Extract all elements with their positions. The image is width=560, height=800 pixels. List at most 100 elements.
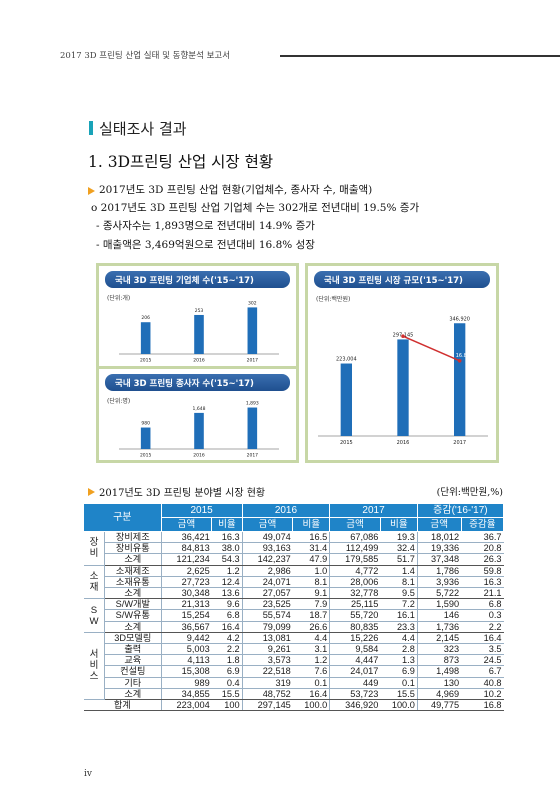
value-cell: 2,145	[417, 632, 462, 645]
value-cell: 49,074	[242, 531, 293, 544]
bar	[140, 427, 151, 449]
value-cell: 25,115	[329, 598, 381, 611]
value-cell: 319	[242, 677, 293, 689]
x-tick-label: 2017	[247, 453, 259, 459]
item-label: 소재제조	[104, 565, 162, 577]
value-cell: 20.8	[461, 542, 504, 555]
table-row-total: 합계 223,004 100 297,145 100.0 346,920 100.0 49,7…	[84, 699, 504, 712]
table-row: 소계 36,567 16.4 79,099 26.6 80,835 23.3 1,736 2.2	[84, 621, 504, 633]
value-cell: 1.2	[211, 565, 243, 577]
value-cell: 6.8	[211, 609, 243, 622]
value-cell: 12.4	[211, 576, 243, 589]
value-cell: 4.2	[211, 632, 243, 645]
value-cell: 16.5	[292, 531, 331, 544]
header-year: 2016	[242, 504, 331, 518]
value-cell: 27,057	[242, 587, 293, 600]
value-cell: 21,313	[161, 598, 212, 611]
x-tick-label: 2015	[340, 440, 353, 446]
value-cell: 4,969	[417, 688, 462, 701]
value-cell: 48,752	[242, 688, 293, 701]
value-cell: 16.3	[211, 531, 243, 544]
value-cell: 1.3	[380, 654, 418, 667]
value-cell: 3.5	[461, 643, 504, 656]
value-cell: 24,071	[242, 576, 293, 589]
value-cell: 9,584	[329, 643, 381, 656]
value-cell: 323	[417, 643, 462, 656]
value-cell: 32.4	[380, 542, 418, 555]
value-cell: 100.0	[292, 699, 331, 712]
value-cell: 16.4	[461, 632, 504, 645]
value-cell: 142,237	[242, 553, 293, 566]
bar-value-label: 206	[141, 315, 150, 321]
table-row: 장비유통 84,813 38.0 93,163 31.4 112,499 32.4 19,33…	[84, 542, 504, 555]
value-cell: 67,086	[329, 531, 381, 544]
value-cell: 6.9	[380, 665, 418, 678]
chart-unit: (단위:명)	[107, 398, 131, 405]
item-label: 3D모델링	[104, 632, 162, 645]
value-cell: 93,163	[242, 542, 293, 555]
table-row: 소재유통 27,723 12.4 24,071 8.1 28,006 8.1 3,936 16.…	[84, 576, 504, 589]
table-row: 기타 989 0.4 319 0.1 449 0.1 130 40.8	[84, 677, 504, 689]
value-cell: 5,722	[417, 587, 462, 600]
value-cell: 16.3	[461, 576, 504, 589]
header-sub: 비율	[292, 517, 331, 532]
x-tick-label: 2017	[247, 358, 259, 364]
table-caption: 2017년도 3D 프린팅 분야별 시장 현황	[99, 488, 266, 499]
item-label: 소계	[104, 553, 162, 566]
bar-value-label: 346,920	[449, 316, 470, 322]
x-tick-label: 2015	[140, 358, 152, 364]
value-cell: 15,254	[161, 609, 212, 622]
x-tick-label: 2015	[140, 453, 152, 459]
chart-panel-market: 국내 3D 프린팅 시장 규모('15~'17) (단위:백만원) 223,00…	[305, 263, 499, 463]
value-cell: 19,336	[417, 542, 462, 555]
bar-value-label: 302	[248, 300, 257, 306]
header-sub: 금액	[242, 517, 294, 532]
item-label: 장비제조	[104, 531, 162, 544]
table-unit: (단위:백만원,%)	[436, 487, 503, 498]
value-cell: 6.8	[461, 598, 504, 611]
value-cell: 2.8	[380, 643, 418, 656]
growth-point	[401, 334, 405, 338]
section-title: 실태조사 결과	[99, 120, 187, 138]
chart-unit: (단위:백만원)	[316, 296, 351, 303]
bar	[140, 322, 151, 354]
value-cell: 13.6	[211, 587, 243, 600]
value-cell: 26.3	[461, 553, 504, 566]
value-cell: 16.1	[380, 609, 418, 622]
bullet-line-1: o 2017년도 3D 프린팅 산업 기업체 수는 302개로 전년대비 19.…	[91, 202, 420, 214]
table-row: 교육 4,113 1.8 3,573 1.2 4,447 1.3 873 24.5	[84, 654, 504, 667]
value-cell: 36.7	[461, 531, 504, 544]
bullet-main: 2017년도 3D 프린팅 산업 현황(기업체수, 종사자 수, 매출액)	[99, 184, 373, 196]
value-cell: 6.9	[211, 665, 243, 678]
bullet-line-2: - 종사자수는 1,893명으로 전년대비 14.9% 증가	[96, 220, 315, 232]
value-cell: 55,574	[242, 609, 293, 622]
value-cell: 873	[417, 654, 462, 667]
value-cell: 2,986	[242, 565, 293, 577]
value-cell: 38.0	[211, 542, 243, 555]
value-cell: 55,720	[329, 609, 381, 622]
value-cell: 0.1	[380, 677, 418, 689]
value-cell: 1,590	[417, 598, 462, 611]
value-cell: 449	[329, 677, 381, 689]
x-tick-label: 2017	[453, 440, 466, 446]
header-rule	[280, 55, 560, 57]
bar	[340, 363, 352, 436]
bullet-triangle-icon	[88, 488, 95, 496]
table-row: 소계 30,348 13.6 27,057 9.1 32,778 9.5 5,722 21.1	[84, 587, 504, 600]
value-cell: 1,786	[417, 565, 462, 577]
value-cell: 2.2	[461, 621, 504, 633]
value-cell: 40.8	[461, 677, 504, 689]
value-cell: 989	[161, 677, 212, 689]
header-sub: 금액	[417, 517, 462, 532]
table-row: 소계 121,234 54.3 142,237 47.9 179,585 51.7 37,34…	[84, 553, 504, 566]
header-sub: 금액	[329, 517, 381, 532]
bar-value-label: 1,648	[193, 406, 206, 412]
table-row: 출력 5,003 2.2 9,261 3.1 9,584 2.8 323 3.5	[84, 643, 504, 656]
value-cell: 21.1	[461, 587, 504, 600]
table-row: 장비장비장비제조36,42116.349,07416.567,08619.318…	[84, 531, 504, 566]
chart-title: 국내 3D 프린팅 기업체 수('15~'17)	[105, 271, 290, 288]
value-cell: 4.4	[292, 632, 331, 645]
